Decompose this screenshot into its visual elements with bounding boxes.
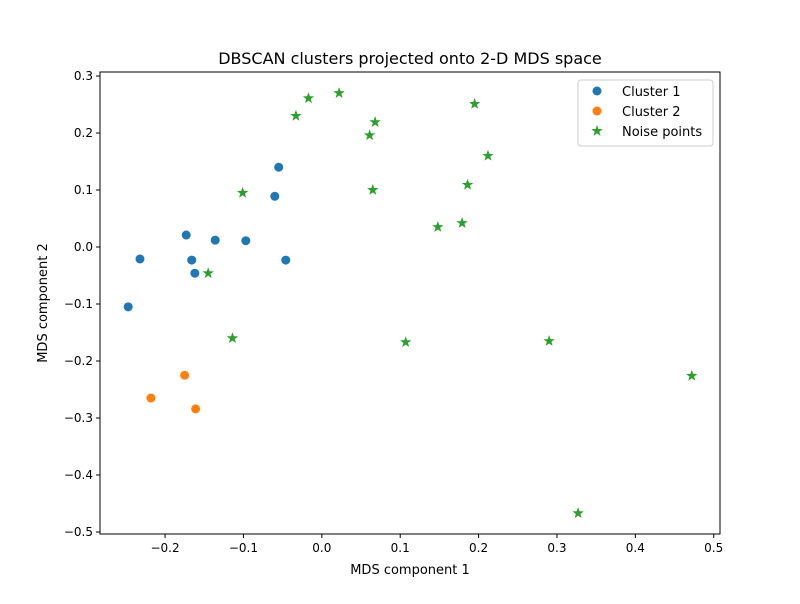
noise-point	[686, 369, 698, 381]
legend-label: Noise points	[622, 125, 702, 140]
y-tick-label: 0.2	[74, 126, 93, 140]
noise-point	[226, 332, 239, 344]
x-tick-label: 0.4	[626, 541, 645, 555]
noise-point	[456, 217, 468, 228]
cluster-1-point	[210, 235, 220, 245]
noise-point	[572, 507, 584, 519]
y-tick-label: 0.3	[74, 69, 93, 83]
x-axis: −0.2 −0.1 0.0 0.1 0.2 0.3 0.4 0.5	[150, 534, 723, 555]
y-axis-label: MDS component 2	[36, 243, 51, 363]
legend-box	[577, 79, 714, 147]
y-tick-label: −0.5	[64, 525, 93, 539]
noise-point	[369, 116, 381, 128]
noise-point	[432, 221, 444, 232]
x-tick-label: 0.1	[391, 541, 410, 555]
noise-point	[290, 109, 302, 121]
x-tick-label: 0.2	[469, 541, 488, 555]
noise-point	[367, 183, 379, 195]
noise-point	[333, 87, 345, 98]
cluster-1-point	[270, 191, 280, 201]
noise-point	[202, 267, 214, 279]
y-tick-label: −0.4	[64, 468, 93, 482]
legend-label: Cluster 1	[622, 85, 681, 100]
y-tick-label: 0.1	[74, 183, 93, 197]
y-tick-label: −0.3	[64, 411, 93, 425]
cluster-2-point	[191, 404, 201, 414]
cluster-1-point	[181, 230, 191, 240]
cluster-1-point	[123, 302, 133, 312]
cluster-1-point	[187, 255, 197, 265]
noise-point	[543, 335, 555, 346]
y-tick-label: −0.1	[64, 297, 93, 311]
noise-point	[363, 129, 376, 141]
legend-marker-3	[591, 125, 603, 136]
cluster-2-point	[146, 393, 156, 403]
cluster-1-point	[241, 236, 251, 246]
x-tick-label: 0.0	[312, 541, 331, 555]
plot-marks	[123, 87, 698, 519]
cluster-1-point	[281, 255, 291, 265]
legend-marker-1	[592, 86, 602, 96]
cluster-1-point	[135, 254, 145, 264]
x-axis-label: MDS component 1	[350, 563, 470, 578]
legend: Cluster 1 Cluster 2 Noise points	[577, 79, 714, 147]
legend-label: Cluster 2	[622, 105, 681, 120]
noise-point	[461, 178, 474, 190]
cluster-1-point	[274, 162, 284, 172]
y-tick-label: −0.2	[64, 354, 93, 368]
x-tick-label: 0.3	[547, 541, 566, 555]
noise-point	[399, 336, 412, 348]
y-tick-label: 0.0	[74, 240, 93, 254]
cluster-1-point	[190, 268, 200, 278]
x-tick-label: −0.2	[150, 541, 179, 555]
plot-frame	[99, 71, 721, 535]
noise-point	[482, 149, 494, 161]
legend-marker-2	[592, 106, 602, 116]
cluster-2-point	[180, 370, 190, 380]
noise-point	[468, 97, 481, 109]
noise-point	[302, 92, 315, 104]
x-tick-label: 0.5	[704, 541, 723, 555]
x-tick-label: −0.1	[229, 541, 258, 555]
y-axis: −0.5 −0.4 −0.3 −0.2 −0.1 0.0 0.1 0.2 0.3	[64, 69, 100, 539]
chart-title: DBSCAN clusters projected onto 2-D MDS s…	[218, 49, 602, 68]
noise-point	[236, 186, 249, 198]
